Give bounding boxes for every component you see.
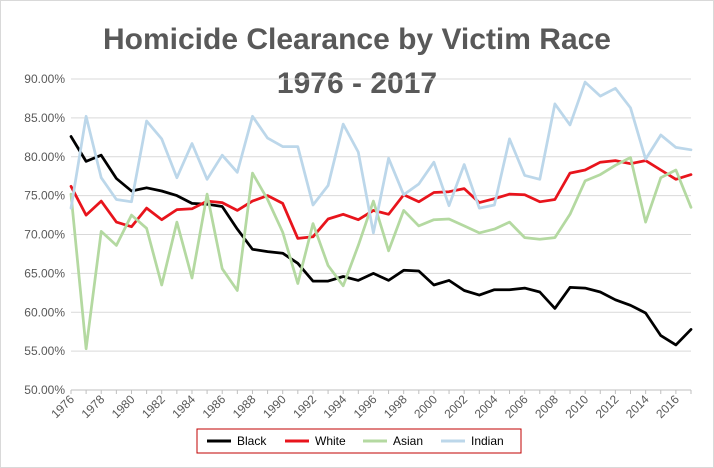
- x-tick-label: 2004: [472, 392, 501, 421]
- y-tick-label: 80.00%: [24, 150, 65, 164]
- x-tick-label: 1988: [230, 392, 259, 421]
- legend-box: [196, 428, 522, 454]
- x-tick-label: 1982: [139, 392, 168, 421]
- x-tick-label: 2012: [593, 392, 622, 421]
- series-line-white: [69, 159, 693, 240]
- x-tick-label: 1984: [169, 392, 198, 421]
- y-tick-label: 75.00%: [24, 189, 65, 203]
- chart-title-line2: 1976 - 2017: [277, 67, 437, 100]
- x-tick-label: 2002: [442, 392, 471, 421]
- series-lines: [69, 80, 693, 351]
- x-tick-label: 1990: [260, 392, 289, 421]
- x-tick-label: 2014: [623, 392, 652, 421]
- chart-title-line1: Homicide Clearance by Victim Race: [103, 23, 611, 56]
- y-tick-label: 90.00%: [24, 72, 65, 86]
- legend-label-asian: Asian: [393, 434, 423, 448]
- x-tick-label: 2000: [411, 392, 440, 421]
- y-tick-label: 60.00%: [24, 305, 65, 319]
- legend-label-black: Black: [237, 434, 267, 448]
- x-tick-label: 2016: [653, 392, 682, 421]
- y-tick-label: 70.00%: [24, 228, 65, 242]
- y-axis-tick-labels: 50.00% 55.00% 60.00% 65.00% 70.00% 75.00% 80.0…: [24, 72, 65, 397]
- series-line-indian: [69, 80, 693, 235]
- x-tick-label: 1980: [109, 392, 138, 421]
- y-tick-label: 65.00%: [24, 266, 65, 280]
- legend: Black White Asian Indian: [196, 428, 522, 454]
- x-tick-label: 1986: [200, 392, 229, 421]
- x-tick-label: 1992: [290, 392, 319, 421]
- x-axis: [70, 389, 692, 394]
- x-tick-label: 1998: [381, 392, 410, 421]
- x-axis-tick-labels: 1976 1978 1980 1982 1984 1986 1988 1990 1992 1994…: [48, 392, 682, 421]
- x-tick-label: 2006: [502, 392, 531, 421]
- x-tick-label: 1994: [321, 392, 350, 421]
- y-tick-label: 50.00%: [24, 383, 65, 397]
- series-line-black: [69, 135, 693, 347]
- legend-label-indian: Indian: [471, 434, 504, 448]
- x-tick-label: 1978: [79, 392, 108, 421]
- y-tick-label: 55.00%: [24, 344, 65, 358]
- legend-label-white: White: [315, 434, 346, 448]
- x-tick-label: 1996: [351, 392, 380, 421]
- series-line-asian: [69, 156, 693, 351]
- x-tick-label: 2010: [562, 392, 591, 421]
- gridlines: [71, 78, 691, 352]
- y-tick-label: 85.00%: [24, 111, 65, 125]
- x-tick-label: 2008: [532, 392, 561, 421]
